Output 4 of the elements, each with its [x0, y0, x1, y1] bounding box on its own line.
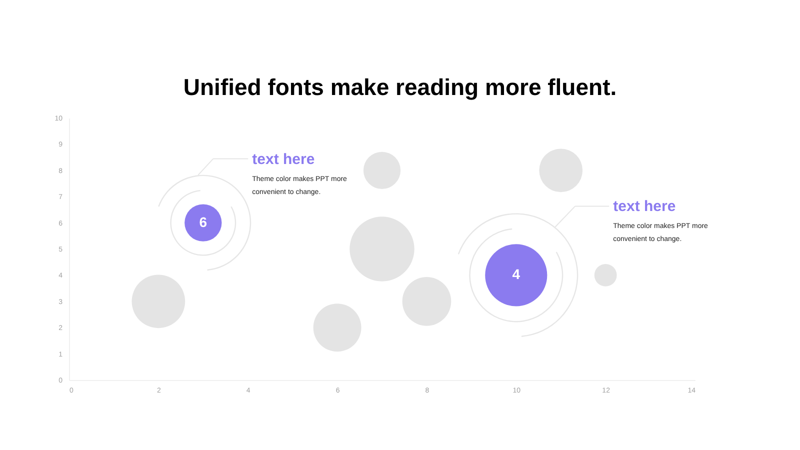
- annotation: text here: [613, 198, 676, 216]
- data-label: 4: [512, 266, 520, 282]
- annotation: text here: [252, 150, 315, 168]
- chart-title: Unified fonts make reading more fluent.: [183, 74, 617, 100]
